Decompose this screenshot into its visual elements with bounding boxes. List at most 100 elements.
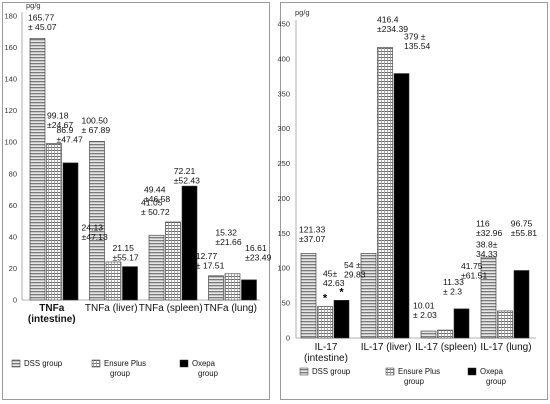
y-tick-label: 120 <box>4 106 17 115</box>
bar-hlines <box>480 256 497 339</box>
data-label: ±234.39 <box>377 24 408 34</box>
data-label: ±23.49 <box>245 253 271 263</box>
legend-swatch <box>299 367 309 376</box>
data-label: ±47.13 <box>82 232 108 242</box>
unit-label: pg/g <box>295 8 310 17</box>
bar-grid <box>46 143 62 301</box>
bar-solid <box>62 162 79 301</box>
bar-grid <box>377 47 393 339</box>
legend-label: group <box>110 369 131 378</box>
data-label: ±55.17 <box>112 253 138 263</box>
y-tick-label: 20 <box>9 264 17 273</box>
data-label: ± 45.07 <box>28 22 57 32</box>
data-label: ±21.66 <box>215 237 241 247</box>
bar-grid <box>497 310 513 339</box>
y-tick-label: 200 <box>277 194 290 203</box>
category-label: TNFa (lung) <box>204 303 257 314</box>
data-label: 135.54 <box>404 41 431 51</box>
legend-label: Oxepa <box>480 367 504 376</box>
y-tick-label: 50 <box>282 299 290 308</box>
category-label: TNFa (spleen) <box>139 303 203 314</box>
legend-label: group <box>404 377 425 386</box>
y-tick-label: 0 <box>13 296 17 305</box>
il17-panel: pg/g 0 50 100 150 200 250 300 350 400 450 IL-17(int… <box>277 8 537 386</box>
bar-grid <box>165 221 181 301</box>
legend-swatch <box>11 359 21 368</box>
category-label: (intestine) <box>28 314 76 325</box>
y-tick-label: 150 <box>277 229 290 238</box>
bar-hlines <box>29 38 46 301</box>
y-tick-label: 180 <box>4 12 17 21</box>
legend-label: DSS group <box>312 367 351 376</box>
bar-hlines <box>360 253 377 339</box>
y-tick-label: 40 <box>9 232 17 241</box>
data-label: 34.33 <box>476 249 498 259</box>
data-label: ±52.43 <box>174 175 200 185</box>
data-label: 99.18 <box>47 111 69 121</box>
data-label: ±46.58 <box>144 194 170 204</box>
data-label: 100.50 <box>82 115 109 125</box>
legend-label: group <box>198 369 219 378</box>
data-label: 121.33 <box>299 225 326 235</box>
data-label: 42.63 <box>323 278 345 288</box>
y-tick-label: 300 <box>277 124 290 133</box>
bar-solid <box>333 300 350 339</box>
data-label: ± 17.51 <box>196 260 225 270</box>
data-label: 21.15 <box>112 243 134 253</box>
legend-label: group <box>486 377 507 386</box>
data-label: ±24.67 <box>47 120 73 130</box>
data-label: 379 ± <box>404 31 426 41</box>
category-label: TNFa (liver) <box>85 303 138 314</box>
data-label: 38.8± <box>476 239 498 249</box>
unit-label: pg/g <box>26 1 41 10</box>
data-label: 416.4 <box>377 15 399 25</box>
bar-grid <box>317 306 333 339</box>
bar-grid <box>105 261 122 301</box>
data-label: ± 50.72 <box>141 207 170 217</box>
category-label: TNFa <box>39 303 64 314</box>
category-label: (intestine) <box>304 353 348 364</box>
category-label: IL-17 <box>315 342 338 353</box>
y-tick-label: 100 <box>4 138 17 147</box>
bar-solid <box>122 266 138 301</box>
legend-label: Oxepa <box>192 359 216 368</box>
data-label: 72.21 <box>174 166 196 176</box>
data-label: 15.32 <box>215 227 237 237</box>
data-label: ± 67.89 <box>82 125 111 135</box>
significance-star: * <box>323 293 328 305</box>
data-label: ±55.81 <box>511 228 537 238</box>
data-label: 49.44 <box>144 185 166 195</box>
data-label: 86.9 <box>57 125 74 135</box>
data-label: 41.75 <box>461 261 483 271</box>
bar-grid <box>224 273 241 301</box>
data-label: ±32.96 <box>476 228 502 238</box>
y-tick-label: 100 <box>277 264 290 273</box>
category-label: IL-17 (spleen) <box>415 342 477 353</box>
y-tick-label: 350 <box>277 89 290 98</box>
y-tick-label: 250 <box>277 159 290 168</box>
y-tick-label: 160 <box>4 43 17 52</box>
legend-label: DSS group <box>24 359 63 368</box>
legend-swatch <box>385 367 395 376</box>
y-tick-label: 60 <box>9 201 17 210</box>
bar-hlines <box>300 253 317 339</box>
data-label: 54 ± <box>344 260 361 270</box>
data-label: 16.61 <box>245 243 267 253</box>
y-tick-label: 450 <box>277 20 290 29</box>
y-tick-label: 140 <box>4 75 17 84</box>
data-label: 41.05 <box>141 197 163 207</box>
data-label: 12.77 <box>196 251 218 261</box>
data-label: ± 2.03 <box>413 310 437 320</box>
bar-solid <box>181 185 198 301</box>
data-label: ±61.51 <box>461 270 487 280</box>
data-label: 116 <box>476 218 490 228</box>
bar-solid <box>453 308 470 339</box>
bar-hlines <box>208 275 224 301</box>
y-tick-label: 0 <box>286 334 290 343</box>
data-label: 45± <box>323 269 338 279</box>
y-tick-label: 400 <box>277 54 290 63</box>
data-label: 96.75 <box>511 218 533 228</box>
bar-grid <box>437 329 453 339</box>
bar-solid <box>513 270 530 339</box>
